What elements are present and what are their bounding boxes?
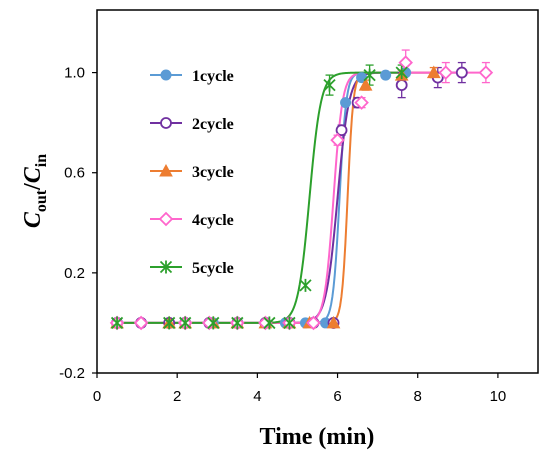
y-tick-label: 0.2	[64, 265, 85, 282]
y-title-c-out: C	[20, 211, 46, 228]
data-point	[438, 65, 454, 80]
fit-curve-5cycle	[117, 71, 402, 324]
x-tick-label: 8	[414, 388, 422, 405]
y-axis: -0.2 0.2 0.6 1.0	[59, 65, 97, 382]
y-title-sub-out: out	[33, 189, 50, 212]
data-point	[110, 316, 124, 330]
data-point	[160, 69, 172, 81]
data-point	[340, 97, 352, 109]
data-point	[179, 316, 192, 330]
x-tick-label: 2	[173, 388, 181, 405]
data-point	[330, 132, 345, 148]
legend: 1cycle 2cycle 3cycle 4cycle 5cycle	[150, 68, 234, 277]
data-point	[380, 69, 392, 81]
legend-label: 4cycle	[192, 212, 234, 229]
data-point	[455, 66, 468, 79]
fit-curve-1cycle	[117, 71, 406, 324]
data-point	[163, 316, 176, 330]
legend-label: 1cycle	[192, 68, 234, 85]
x-axis-title: Time (min)	[260, 424, 375, 450]
data-point	[160, 117, 172, 129]
fit-curve-4cycle	[117, 71, 486, 324]
data-point	[395, 79, 408, 92]
data-point	[159, 260, 173, 274]
data-point	[363, 68, 376, 82]
y-tick-label: -0.2	[59, 365, 85, 382]
y-tick-label: 0.6	[64, 165, 85, 182]
y-tick-label: 1.0	[64, 65, 85, 82]
data-point	[283, 316, 296, 330]
data-point	[306, 315, 321, 331]
x-tick-label: 4	[253, 388, 261, 405]
x-tick-label: 0	[93, 388, 101, 405]
legend-label: 2cycle	[192, 116, 234, 133]
legend-label: 5cycle	[192, 260, 234, 277]
data-point	[354, 95, 369, 110]
data-markers	[109, 55, 494, 331]
plot-frame	[96, 9, 539, 374]
legend-label: 3cycle	[192, 164, 234, 181]
data-point	[326, 315, 341, 329]
fit-curves	[117, 71, 486, 324]
y-title-slash: /	[20, 183, 46, 191]
data-point	[263, 316, 276, 330]
x-axis: 0 2 4 6 8 10	[93, 373, 506, 405]
fit-curve-3cycle	[117, 71, 434, 324]
data-point	[335, 124, 348, 137]
data-point	[478, 65, 494, 80]
data-point	[231, 316, 244, 330]
y-title-c-in: C	[20, 166, 46, 183]
data-point	[358, 78, 373, 91]
data-point	[207, 316, 220, 330]
data-point	[323, 78, 336, 92]
data-point	[159, 163, 173, 177]
data-point	[426, 65, 441, 79]
data-point	[158, 211, 174, 227]
y-axis-title: Cout/Cin	[20, 154, 50, 228]
x-tick-label: 6	[333, 388, 341, 405]
x-tick-label: 10	[490, 388, 507, 405]
fit-curve-2cycle	[117, 71, 462, 324]
data-point	[133, 315, 149, 331]
data-point	[299, 278, 312, 292]
y-title-sub-in: in	[33, 154, 50, 167]
data-point	[395, 66, 408, 80]
